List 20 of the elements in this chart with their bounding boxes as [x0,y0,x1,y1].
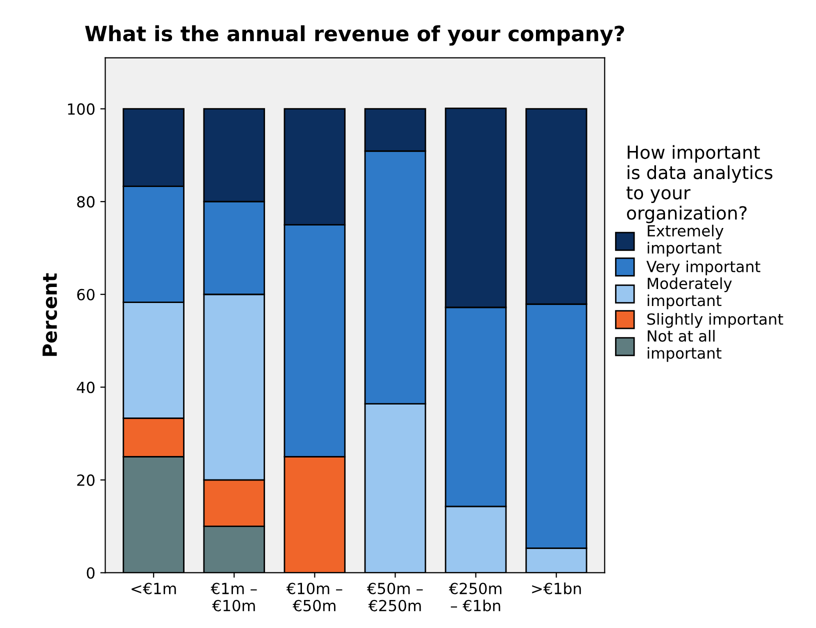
legend-label: Slightly important [647,313,784,328]
x-tick-label: €250m – €1bn [448,582,502,612]
y-tick-label: 40 [76,382,95,394]
legend-label: Moderately important [648,277,732,310]
y-tick-label: 60 [77,288,95,300]
y-axis-title: Percent [42,273,58,356]
y-tick-label: 100 [68,103,95,115]
y-tick-label: 20 [77,474,95,486]
legend-label: Very important [646,260,760,276]
x-tick-label: <€1m [132,582,176,594]
legend-label: Extremely important [648,224,724,257]
x-tick-label: >€1bn [532,582,581,594]
chart-title: What is the annual revenue of your company? [85,25,624,46]
y-tick-label: 0 [86,567,95,579]
x-tick-label: €10m – €50m [286,582,342,612]
legend-label: Not at all important [648,330,722,362]
y-tick-label: 80 [77,196,95,208]
x-tick-label: €1m – €10m [210,582,257,612]
legend-title: How important is data analytics to your organization? [626,145,772,224]
x-tick-label: €50m – €250m [366,582,423,612]
